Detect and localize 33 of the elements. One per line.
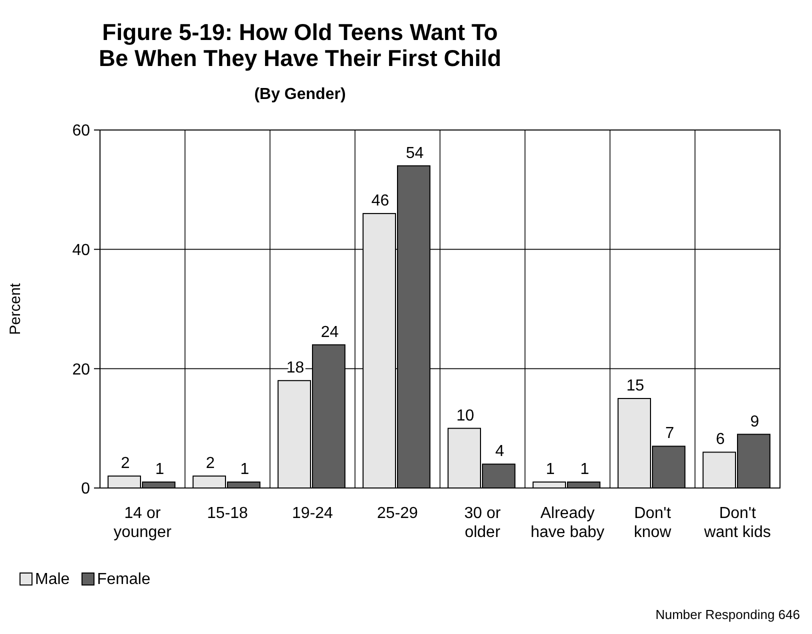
y-tick-label: 0 [81,480,90,498]
data-label: 7 [665,425,674,442]
x-tick-label: 14 or younger [114,505,172,541]
x-tick-label: 19-24 [292,505,334,522]
data-label: 46 [371,192,390,210]
chart-title: Figure 5-19: How Old Teens Want To Be When They Have Their First Child [98,19,502,71]
chart-subtitle: (By Gender) [254,86,346,103]
x-tick-label: 15-18 [207,505,248,522]
data-label: 6 [716,431,725,448]
data-label: 9 [750,413,760,430]
data-label: 2 [120,455,130,472]
text: Number Responding 646 [655,607,800,622]
x-tick-label: Don't know [634,505,672,541]
data-label: 54 [406,144,424,162]
y-tick-label: 20 [72,361,90,378]
x-tick-label: Don't want kids [703,505,771,541]
data-label: 15 [626,378,644,394]
y-tick-label: 60 [72,122,90,140]
data-label: 2 [206,455,215,472]
x-tick-label: Already have baby [530,505,604,541]
data-label: 1 [580,461,590,478]
data-label: 1 [240,461,250,478]
data-label: 4 [495,443,504,460]
x-tick-label: 30 or older [464,505,502,541]
data-label: 1 [546,461,555,478]
data-label: 10 [456,407,474,424]
data-label: 24 [320,324,339,341]
y-axis-title: Percent [7,282,24,335]
x-tick-label: 25-29 [377,505,418,522]
legend-label: Male [35,571,70,588]
legend-label: Female [97,571,150,588]
data-label: 1 [155,461,164,478]
y-tick-label: 40 [72,242,90,259]
